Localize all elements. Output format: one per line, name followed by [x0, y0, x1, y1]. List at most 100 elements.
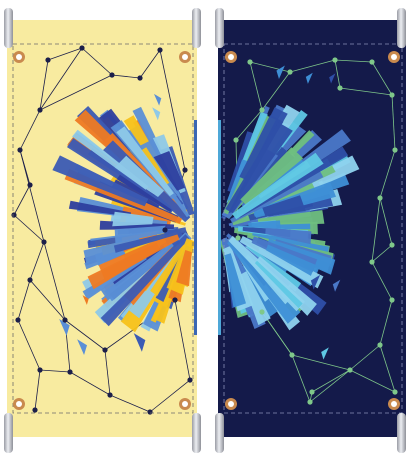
right-constellation-node — [259, 309, 265, 315]
right-bottom-left-grommet-icon — [225, 398, 237, 410]
right-constellation-node — [309, 389, 315, 395]
right-constellation-node — [332, 57, 338, 63]
right-constellation-node — [289, 352, 295, 358]
left-constellation-line — [19, 149, 45, 243]
right-constellation-line — [371, 61, 393, 96]
right-constellation-line — [261, 71, 291, 111]
left-wing-shard — [114, 155, 165, 197]
left-constellation-line — [81, 47, 113, 76]
right-constellation-line — [235, 109, 263, 141]
left-wing-accent-triangle — [152, 107, 161, 121]
left-constellation-line — [13, 214, 45, 243]
right-wing-shard — [224, 253, 246, 308]
left-wing-shard — [100, 234, 190, 327]
right-bottom-right-grommet-icon — [388, 398, 400, 410]
left-constellation-line — [149, 379, 191, 413]
right-constellation-node — [369, 259, 375, 265]
right-constellation-node — [392, 389, 398, 395]
left-constellation-node — [45, 57, 51, 63]
left-wing-accent-triangle — [133, 333, 146, 352]
right-wing-shard — [262, 195, 306, 216]
right-constellation-node — [247, 59, 253, 65]
right-wing-accent-triangle — [321, 347, 329, 360]
right-wing-shard — [232, 152, 324, 220]
left-constellation-node — [147, 409, 153, 415]
right-wing-shard — [265, 227, 312, 245]
left-top-right-grommet-icon — [179, 51, 191, 63]
right-constellation-line — [249, 61, 291, 73]
left-constellation-nodes — [11, 45, 193, 415]
right-constellation-node — [377, 342, 383, 348]
left-wing-accent-triangle — [153, 93, 162, 106]
right-constellation-line — [311, 369, 351, 393]
right-constellation-node — [389, 92, 395, 98]
left-banner — [4, 8, 201, 453]
right-constellation-line — [349, 344, 381, 371]
right-wing-accent-triangle — [276, 65, 285, 80]
right-bottom-pole-icon — [215, 413, 406, 453]
left-constellation-node — [137, 75, 143, 81]
left-constellation-line — [69, 371, 111, 396]
left-constellation-line — [39, 59, 49, 111]
right-wing-shard — [227, 159, 248, 201]
left-wing-shard — [176, 250, 192, 287]
left-wing-accent-triangle — [82, 295, 89, 305]
left-constellation-node — [62, 317, 68, 323]
left-constellation-line — [43, 241, 66, 321]
left-constellation-node — [172, 297, 178, 303]
right-wing-accent-triangle — [332, 279, 341, 292]
left-constellation-node — [157, 47, 163, 53]
right-constellation-node — [369, 59, 375, 65]
left-constellation-line — [111, 74, 141, 79]
left-constellation-line — [174, 299, 191, 381]
right-top-left-grommet-icon — [225, 51, 237, 63]
left-constellation-node — [102, 347, 108, 353]
right-constellation-line — [339, 87, 393, 96]
right-wing-shard — [248, 220, 281, 229]
right-banner — [215, 8, 406, 453]
left-top-pole-icon — [4, 8, 201, 48]
right-wing-shard — [239, 235, 324, 289]
right-constellation-node — [235, 235, 241, 241]
right-constellation-node — [233, 137, 239, 143]
right-constellation-node — [337, 85, 343, 91]
left-constellation-node — [41, 239, 47, 245]
left-constellation-line — [39, 74, 113, 111]
right-constellation-line — [334, 59, 373, 63]
left-wing-accent-triangle — [59, 318, 70, 336]
right-wing-shard — [240, 147, 304, 206]
right-butterfly-body — [218, 120, 221, 335]
left-constellation-node — [17, 147, 23, 153]
right-constellation-node — [389, 297, 395, 303]
left-wing-shard — [116, 126, 174, 197]
right-constellation-line — [349, 369, 396, 393]
right-wing-accent-triangle — [305, 72, 313, 84]
right-constellation-line — [379, 197, 393, 246]
left-wing-shard — [153, 151, 185, 191]
right-wing-shard — [227, 237, 301, 324]
left-wing-shard — [113, 229, 182, 253]
left-butterfly-wing — [52, 93, 197, 356]
right-constellation-line — [249, 61, 263, 111]
left-constellation-node — [67, 369, 73, 375]
right-constellation-line — [391, 94, 396, 151]
right-wing-shard — [239, 115, 284, 180]
left-constellation-line — [39, 47, 83, 111]
left-constellation-node — [79, 45, 85, 51]
left-wing-accent-triangle — [77, 339, 87, 356]
right-top-pole-icon — [215, 8, 406, 48]
left-constellation-line — [64, 319, 106, 351]
left-constellation-line — [34, 369, 41, 411]
right-wing-shard — [265, 244, 316, 276]
left-bottom-pole-icon — [4, 413, 201, 453]
left-constellation-line — [139, 49, 161, 79]
right-wing-shard — [252, 232, 329, 252]
left-constellation-line — [47, 47, 83, 61]
left-stitch-line — [12, 43, 194, 414]
left-constellation-node — [27, 277, 33, 283]
left-constellation-node — [182, 167, 188, 173]
left-wing-shard — [150, 243, 186, 296]
left-constellation-line — [17, 319, 41, 371]
left-constellation-node — [107, 392, 113, 398]
